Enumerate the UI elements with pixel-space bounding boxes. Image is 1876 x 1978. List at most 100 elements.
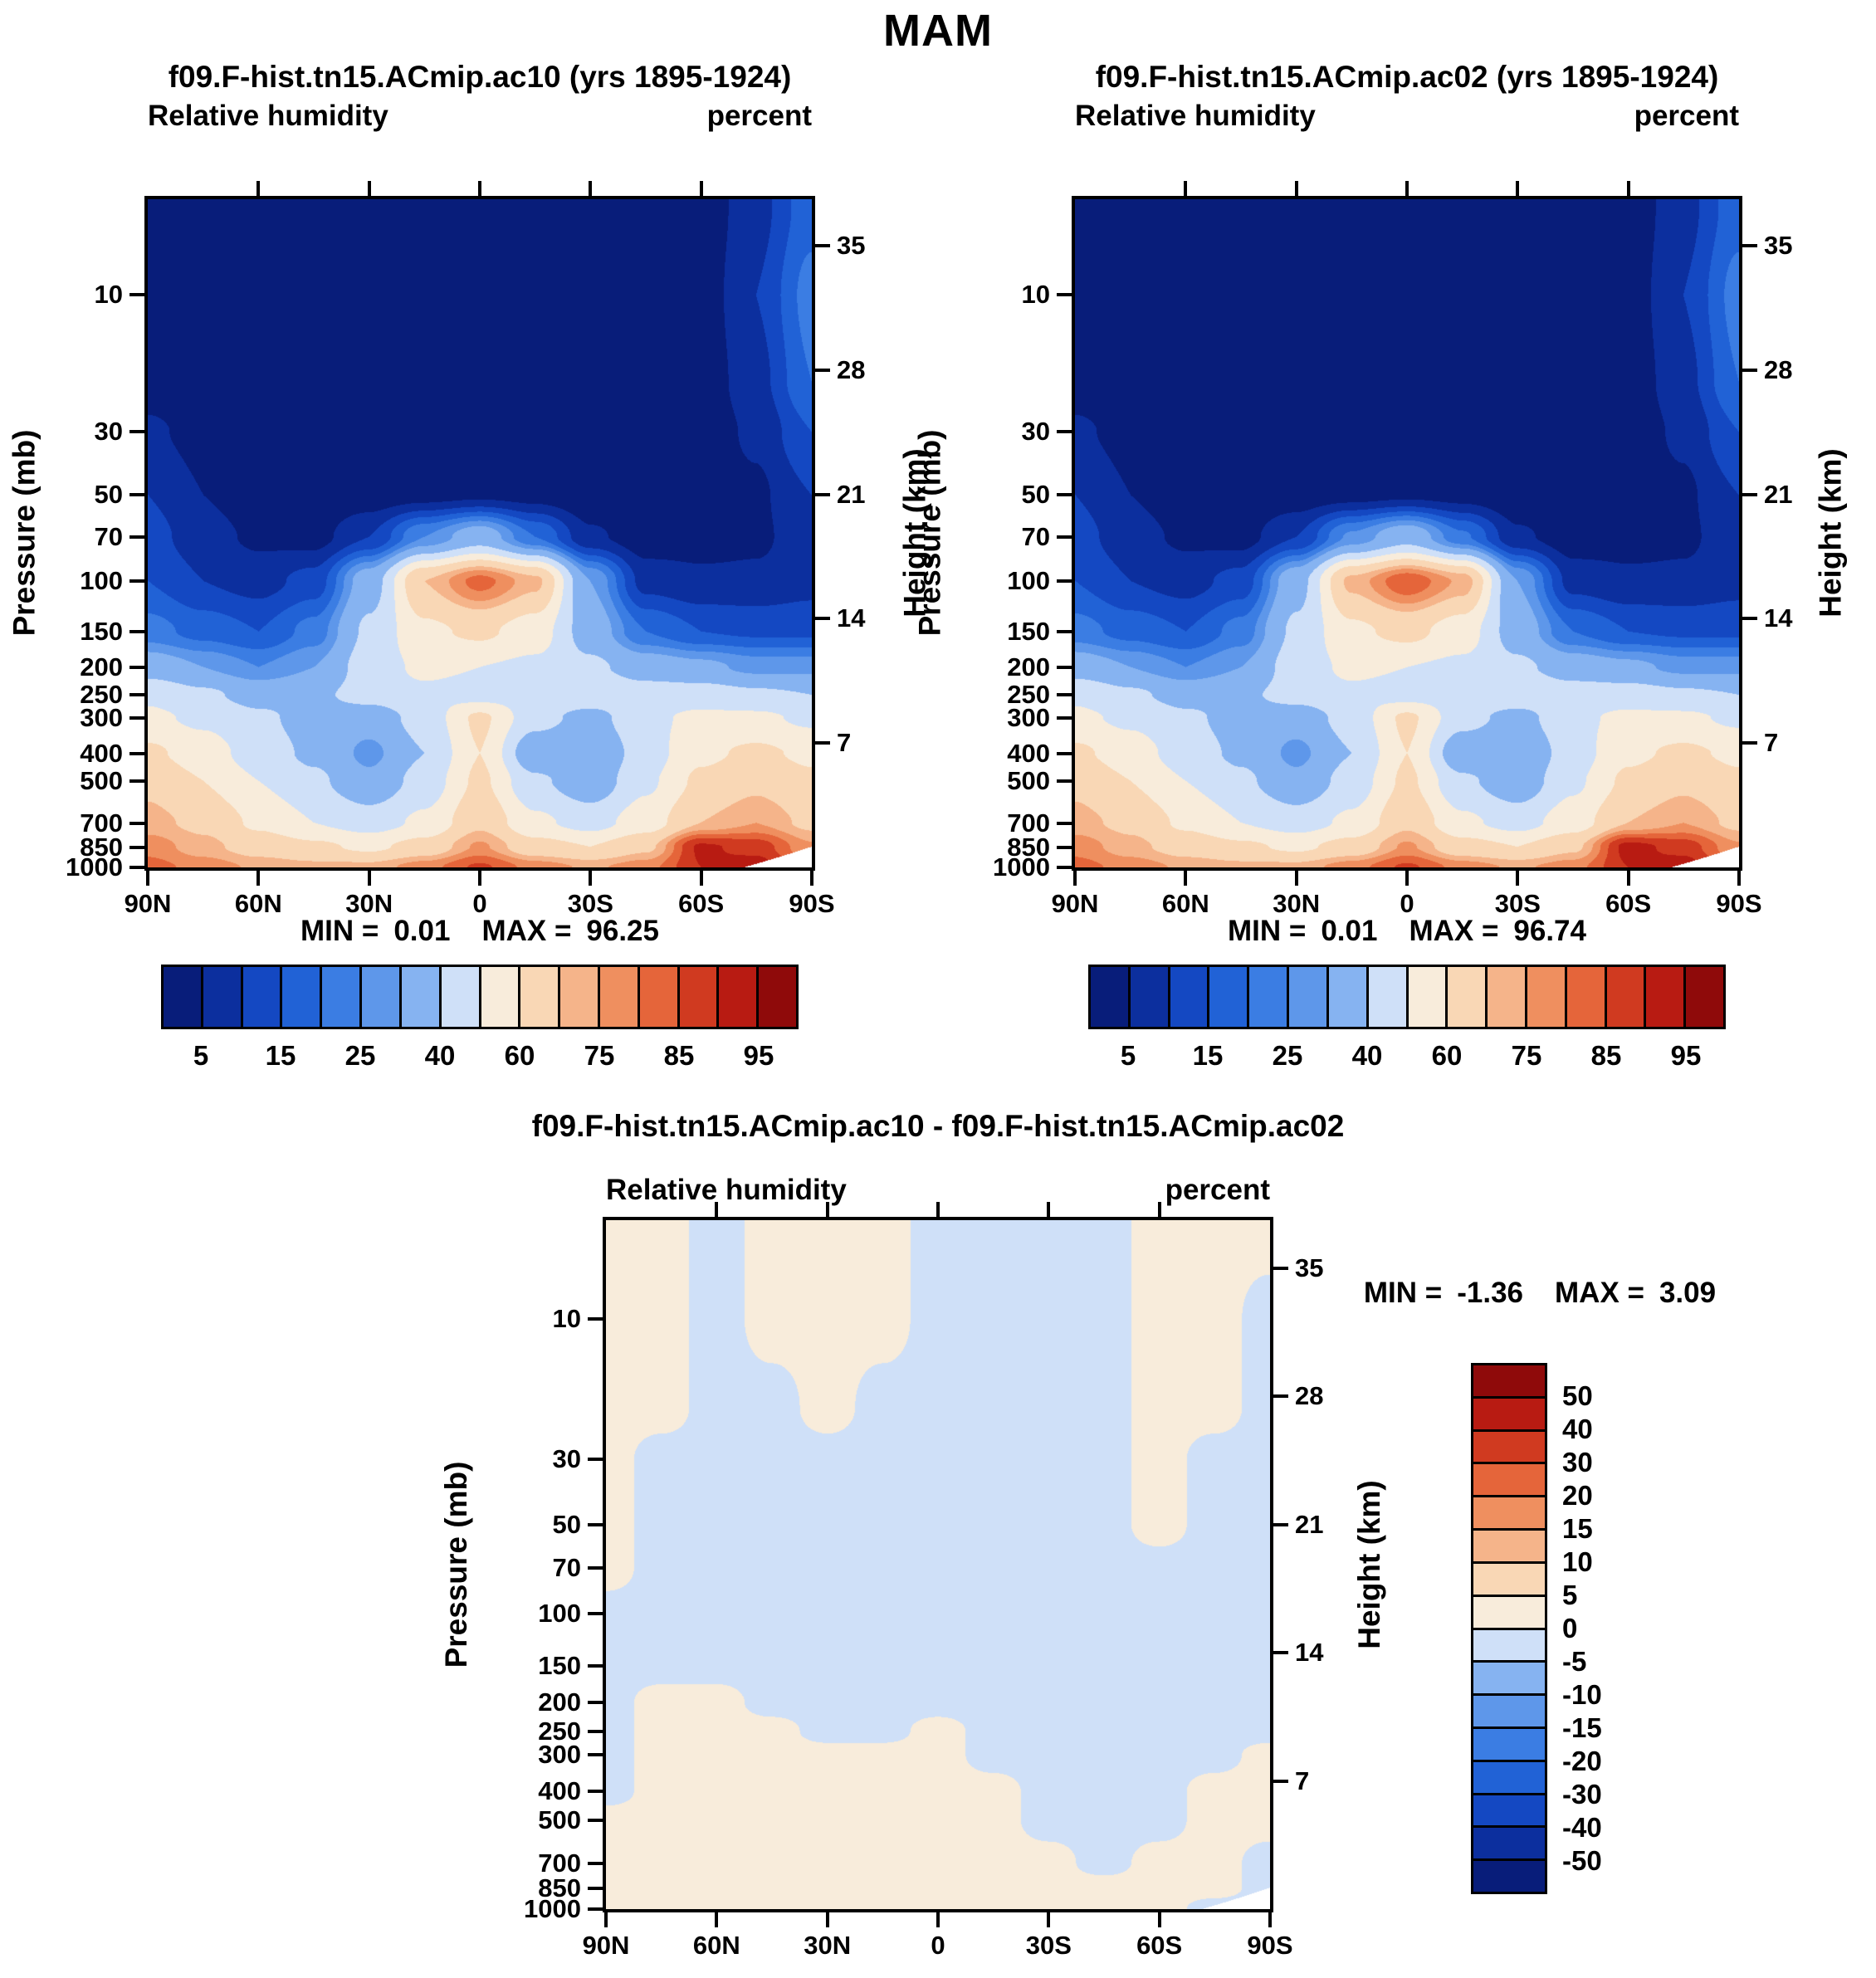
- pressure-tick: [588, 1907, 603, 1911]
- colorbar-tick-label: -40: [1562, 1812, 1602, 1843]
- pressure-tick-label: 700: [80, 808, 123, 838]
- colorbar-cell: [1471, 1858, 1547, 1894]
- latitude-tick-label: 60S: [1136, 1931, 1183, 1960]
- colorbar-cell: [359, 965, 402, 1029]
- latitude-tick: [936, 1912, 940, 1927]
- height-tick-label: 14: [837, 603, 866, 633]
- colorbar-tick-label: 10: [1562, 1546, 1593, 1577]
- pressure-tick: [1057, 579, 1072, 584]
- subtitle-row-diff: Relative humidity percent: [606, 1174, 1270, 1207]
- pressure-tick: [129, 429, 144, 433]
- pressure-tick-label: 10: [1021, 280, 1050, 310]
- pressure-tick: [129, 845, 144, 849]
- pressure-tick: [129, 693, 144, 697]
- colorbar-tick-label: 25: [344, 1040, 376, 1071]
- height-axis-title-ac02: Height (km): [1813, 448, 1848, 618]
- pressure-tick-label: 150: [1007, 616, 1050, 646]
- pressure-tick: [129, 779, 144, 784]
- latitude-tick: [367, 871, 371, 886]
- latitude-top-tick: [1047, 1202, 1051, 1217]
- colorbar-tick-label: 5: [1120, 1040, 1136, 1071]
- colorbar-tick-label: -30: [1562, 1779, 1602, 1810]
- pressure-tick-label: 250: [1007, 680, 1050, 710]
- height-tick-label: 21: [1295, 1509, 1324, 1539]
- latitude-top-tick: [936, 1202, 940, 1217]
- pressure-tick-label: 70: [552, 1553, 581, 1583]
- pressure-tick: [588, 1566, 603, 1570]
- subtitle-row-ac10: Relative humidity percent: [148, 100, 812, 133]
- latitude-tick-label: 90N: [1051, 889, 1099, 918]
- max-value: 96.25: [586, 915, 659, 947]
- pressure-tick: [588, 1729, 603, 1733]
- height-tick: [815, 617, 830, 621]
- variable-label: Relative humidity: [606, 1174, 847, 1206]
- pressure-tick-label: 250: [538, 1716, 581, 1746]
- latitude-tick-label: 30S: [1494, 889, 1541, 918]
- pressure-tick-label: 1000: [993, 852, 1050, 882]
- latitude-tick: [1184, 871, 1188, 886]
- height-tick: [815, 368, 830, 372]
- pressure-tick: [129, 579, 144, 584]
- latitude-tick: [589, 871, 593, 886]
- colorbar-cell: [1471, 1462, 1547, 1498]
- height-tick-label: 21: [1764, 479, 1793, 509]
- latitude-tick: [604, 1912, 608, 1927]
- latitude-tick-label: 30N: [1273, 889, 1321, 918]
- latitude-tick-label: 60N: [692, 1931, 740, 1960]
- colorbar-tick-label: 50: [1562, 1380, 1593, 1411]
- contour-field-diff: [606, 1220, 1270, 1909]
- subtitle-row-ac02: Relative humidity percent: [1075, 100, 1739, 133]
- max-value: 3.09: [1659, 1277, 1717, 1309]
- latitude-tick: [699, 871, 703, 886]
- colorbar-cell: [1564, 965, 1607, 1029]
- latitude-top-tick: [715, 1202, 719, 1217]
- max-label: MAX =: [1409, 915, 1499, 947]
- colorbar-cell: [1471, 1825, 1547, 1862]
- colorbar-tick-label: 5: [1562, 1580, 1578, 1610]
- colorbar-cell: [161, 965, 203, 1029]
- pressure-tick: [588, 1612, 603, 1616]
- pressure-tick-label: 100: [80, 566, 123, 596]
- units-label: percent: [706, 100, 812, 132]
- min-value: -1.36: [1457, 1277, 1524, 1309]
- latitude-tick-label: 90N: [582, 1931, 630, 1960]
- latitude-tick-label: 90N: [124, 889, 172, 918]
- colorbar-ac10: [161, 965, 799, 1029]
- colorbar-tick-label: 40: [1351, 1040, 1383, 1071]
- contour-field-ac02: [1075, 199, 1739, 867]
- pressure-tick: [1057, 751, 1072, 755]
- pressure-tick-label: 200: [80, 652, 123, 681]
- pressure-tick-label: 150: [538, 1650, 581, 1680]
- latitude-top-tick: [256, 181, 261, 196]
- pressure-tick: [1057, 665, 1072, 669]
- pressure-tick: [1057, 629, 1072, 633]
- height-tick: [1742, 741, 1757, 745]
- latitude-tick: [1405, 871, 1409, 886]
- pressure-tick-label: 850: [80, 832, 123, 862]
- colorbar-cell: [240, 965, 283, 1029]
- colorbar-cell: [1471, 1627, 1547, 1663]
- pressure-tick-label: 50: [552, 1510, 581, 1540]
- latitude-tick: [1737, 871, 1741, 886]
- colorbar-cell: [1644, 965, 1687, 1029]
- colorbar-cell: [756, 965, 799, 1029]
- latitude-top-tick: [825, 1202, 829, 1217]
- height-tick: [815, 492, 830, 496]
- colorbar-tick-label: 15: [265, 1040, 296, 1071]
- pressure-tick-label: 400: [1007, 738, 1050, 768]
- height-tick-label: 35: [837, 230, 866, 260]
- colorbar-cell: [1167, 965, 1210, 1029]
- min-value: 0.01: [1321, 915, 1378, 947]
- latitude-top-tick: [1626, 181, 1630, 196]
- latitude-tick-label: 30N: [804, 1931, 852, 1960]
- pressure-tick-label: 500: [80, 766, 123, 796]
- colorbar-cell: [1127, 965, 1170, 1029]
- pressure-tick: [1057, 429, 1072, 433]
- pressure-tick: [129, 821, 144, 825]
- pressure-tick-label: 50: [1021, 480, 1050, 510]
- height-tick: [1273, 1266, 1288, 1270]
- pressure-tick: [1057, 866, 1072, 869]
- max-label: MAX =: [481, 915, 572, 947]
- pressure-tick: [588, 1663, 603, 1668]
- pressure-tick-label: 200: [538, 1687, 581, 1717]
